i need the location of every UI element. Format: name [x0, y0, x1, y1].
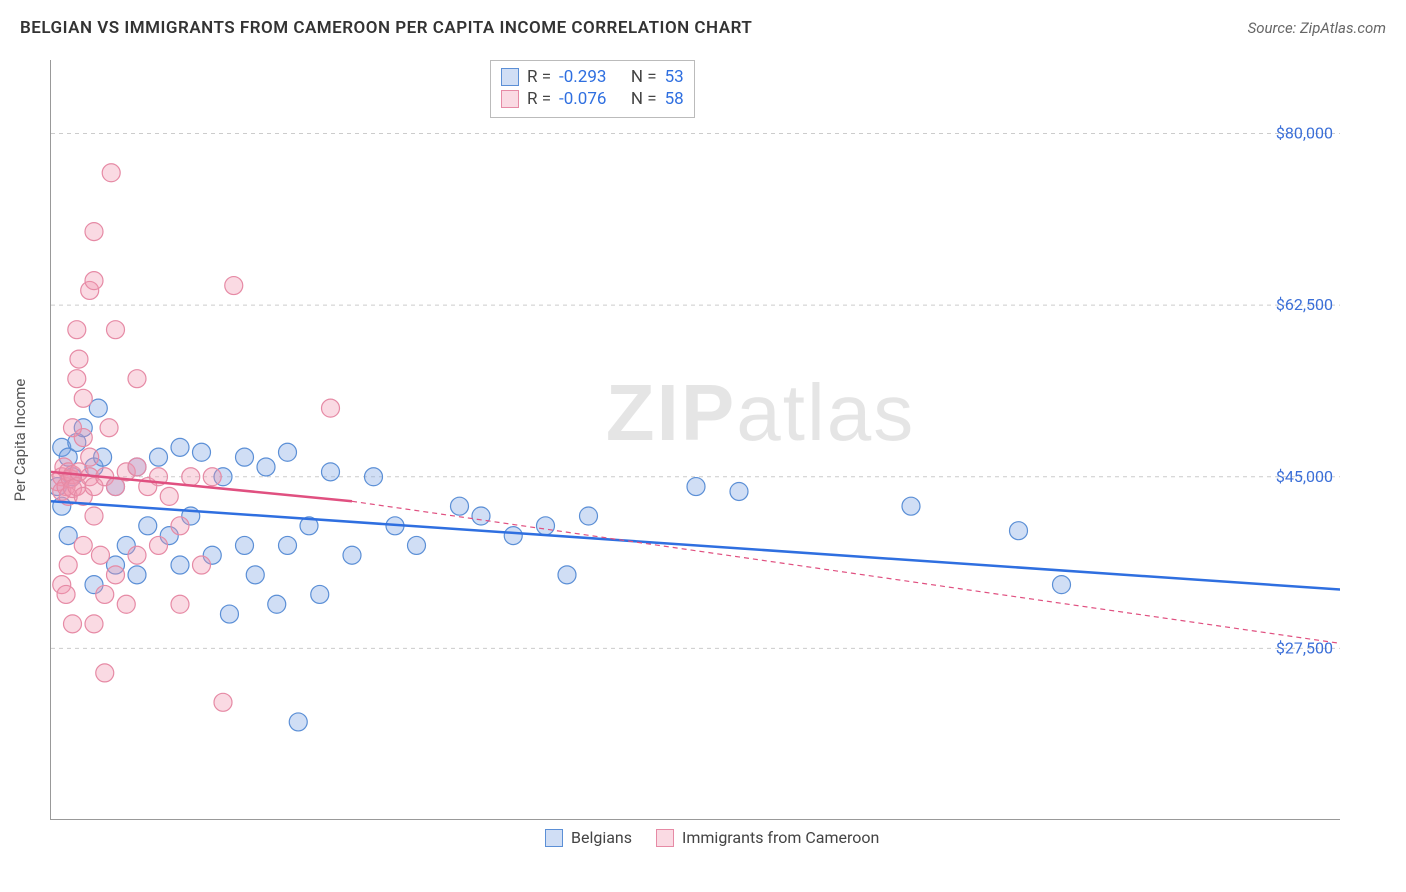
data-point	[128, 458, 146, 476]
data-point	[225, 277, 243, 295]
data-point	[85, 272, 103, 290]
data-point	[107, 321, 125, 339]
data-point	[68, 370, 86, 388]
data-point	[74, 389, 92, 407]
data-point	[182, 468, 200, 486]
data-point	[246, 566, 264, 584]
data-point	[117, 595, 135, 613]
data-point	[537, 517, 555, 535]
data-point	[171, 595, 189, 613]
y-axis-label: Per Capita Income	[11, 379, 29, 502]
data-point	[150, 536, 168, 554]
stat-r-value: -0.293	[559, 67, 606, 87]
data-point	[580, 507, 598, 525]
data-point	[59, 556, 77, 574]
data-point	[268, 595, 286, 613]
data-point	[220, 605, 238, 623]
stats-row: R = -0.076 N = 58	[501, 89, 684, 109]
data-point	[279, 443, 297, 461]
stats-row: R = -0.293 N = 53	[501, 67, 684, 87]
data-point	[203, 468, 221, 486]
data-point	[279, 536, 297, 554]
data-point	[64, 419, 82, 437]
data-point	[1010, 522, 1028, 540]
data-point	[96, 664, 114, 682]
data-point	[472, 507, 490, 525]
data-point	[128, 370, 146, 388]
series-swatch	[656, 829, 674, 847]
chart-area: Per Capita Income $27,500$45,000$62,500$…	[50, 60, 1390, 820]
correlation-stats-box: R = -0.293 N = 53 R = -0.076 N = 58	[490, 60, 695, 118]
legend-item: Belgians	[545, 828, 632, 847]
data-point	[171, 556, 189, 574]
data-point	[311, 585, 329, 603]
trend-line-extrapolated	[352, 501, 1340, 643]
stat-n-value: 53	[665, 67, 684, 87]
stat-n-label: N =	[631, 67, 657, 87]
data-point	[128, 566, 146, 584]
legend: Belgians Immigrants from Cameroon	[545, 828, 879, 847]
scatter-plot: $27,500$45,000$62,500$80,000ZIPatlas0.0%…	[50, 60, 1340, 820]
data-point	[1053, 576, 1071, 594]
legend-label: Immigrants from Cameroon	[682, 828, 879, 847]
data-point	[343, 546, 361, 564]
data-point	[85, 507, 103, 525]
data-point	[322, 399, 340, 417]
data-point	[85, 615, 103, 633]
data-point	[160, 487, 178, 505]
data-point	[236, 448, 254, 466]
data-point	[322, 463, 340, 481]
stat-r-label: R =	[527, 67, 551, 87]
data-point	[193, 443, 211, 461]
data-point	[365, 468, 383, 486]
stat-r-label: R =	[527, 89, 551, 109]
data-point	[451, 497, 469, 515]
data-point	[504, 527, 522, 545]
series-swatch	[501, 68, 519, 86]
data-point	[57, 585, 75, 603]
data-point	[96, 585, 114, 603]
legend-item: Immigrants from Cameroon	[656, 828, 879, 847]
data-point	[85, 223, 103, 241]
source-attribution: Source: ZipAtlas.com	[1248, 19, 1386, 37]
stat-n-label: N =	[631, 89, 657, 109]
data-point	[902, 497, 920, 515]
data-point	[150, 448, 168, 466]
data-point	[81, 448, 99, 466]
data-point	[171, 517, 189, 535]
data-point	[139, 517, 157, 535]
data-point	[730, 482, 748, 500]
chart-title: BELGIAN VS IMMIGRANTS FROM CAMEROON PER …	[20, 18, 752, 38]
y-tick-label: $80,000	[1276, 124, 1333, 143]
data-point	[408, 536, 426, 554]
data-point	[289, 713, 307, 731]
data-point	[171, 438, 189, 456]
y-tick-label: $45,000	[1276, 467, 1333, 486]
data-point	[70, 350, 88, 368]
data-point	[100, 419, 118, 437]
data-point	[214, 693, 232, 711]
data-point	[558, 566, 576, 584]
data-point	[128, 546, 146, 564]
data-point	[102, 164, 120, 182]
stat-r-value: -0.076	[559, 89, 606, 109]
data-point	[74, 536, 92, 554]
data-point	[64, 615, 82, 633]
data-point	[91, 546, 109, 564]
data-point	[68, 321, 86, 339]
series-swatch	[501, 90, 519, 108]
data-point	[687, 478, 705, 496]
data-point	[236, 536, 254, 554]
data-point	[257, 458, 275, 476]
series-swatch	[545, 829, 563, 847]
data-point	[107, 566, 125, 584]
stat-n-value: 58	[665, 89, 684, 109]
y-tick-label: $62,500	[1276, 295, 1333, 314]
legend-label: Belgians	[571, 828, 632, 847]
data-point	[193, 556, 211, 574]
watermark: ZIPatlas	[606, 368, 915, 457]
